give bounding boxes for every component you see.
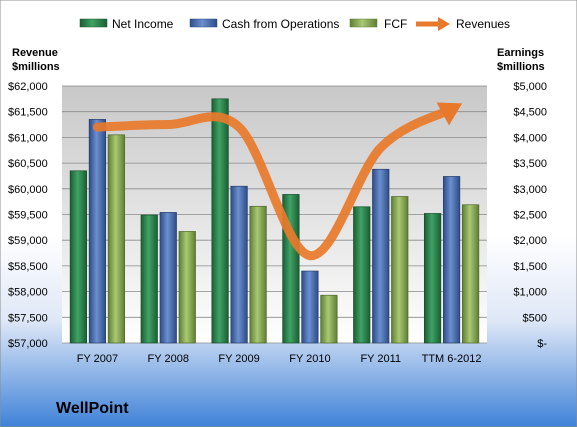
revenue-arrowhead-icon	[436, 102, 463, 126]
legend-item-revenues: Revenues	[416, 17, 510, 31]
legend-label-cash-from-operations: Cash from Operations	[222, 17, 339, 31]
right-tick-label: $4,000	[513, 132, 547, 144]
bar-net-income	[140, 214, 158, 344]
left-tick-label: $57,500	[8, 312, 48, 324]
right-tick-label: $500	[523, 312, 547, 324]
left-tick-label: $62,000	[8, 81, 48, 93]
left-tick-label: $60,000	[8, 184, 48, 196]
x-tick-label: FY 2010	[289, 353, 330, 365]
bar-cash-from-operations	[159, 212, 177, 344]
bar-cash-from-operations	[442, 176, 461, 344]
bars	[69, 98, 480, 344]
left-tick-label: $59,500	[8, 210, 48, 222]
legend-label-net-income: Net Income	[112, 17, 174, 31]
left-tick-label: $58,000	[8, 287, 48, 299]
left-tick-label: $61,500	[8, 107, 48, 119]
bar-fcf	[320, 294, 338, 344]
x-tick-label: TTM 6-2012	[422, 353, 482, 365]
left-tick-label: $60,500	[8, 158, 48, 170]
right-axis-title-line1: Earnings	[497, 47, 544, 59]
right-tick-label: $2,000	[513, 235, 547, 247]
bar-fcf	[461, 204, 480, 344]
left-tick-label: $59,000	[8, 235, 48, 247]
legend: Net Income Cash from Operations FCF Reve…	[79, 17, 510, 31]
right-tick-label: $-	[537, 338, 547, 350]
legend-label-revenues: Revenues	[456, 17, 510, 31]
legend-arrow-icon	[438, 17, 450, 31]
right-tick-label: $1,500	[513, 261, 547, 273]
right-tick-label: $5,000	[513, 81, 547, 93]
left-tick-label: $58,500	[8, 261, 48, 273]
right-tick-label: $4,500	[513, 107, 547, 119]
legend-swatch-net-income	[79, 18, 108, 28]
company-name: WellPoint	[56, 400, 129, 417]
bar-net-income	[211, 98, 229, 344]
left-axis-title-line2: $millions	[12, 61, 60, 73]
bar-cash-from-operations	[230, 185, 248, 344]
bar-fcf	[178, 231, 196, 344]
x-tick-label: FY 2008	[148, 353, 189, 365]
right-tick-label: $3,000	[513, 184, 547, 196]
x-tick-label: FY 2011	[360, 353, 401, 365]
bar-net-income	[423, 213, 442, 344]
right-tick-label: $2,500	[513, 210, 547, 222]
bar-cash-from-operations	[372, 168, 390, 344]
legend-swatch-cash-from-operations	[189, 18, 218, 28]
legend-swatch-fcf	[349, 18, 378, 28]
left-tick-label: $61,000	[8, 132, 48, 144]
bar-net-income	[69, 170, 88, 344]
left-axis-title-line1: Revenue	[12, 47, 58, 59]
left-axis-ticks: $57,000 $57,500 $58,000 $58,500 $59,000 $59,5…	[8, 81, 48, 350]
legend-item-fcf: FCF	[349, 17, 407, 31]
bar-cash-from-operations	[301, 270, 319, 344]
right-axis-title-line2: $millions	[497, 61, 545, 73]
x-axis-ticks: FY 2007 FY 2008 FY 2009 FY 2010 FY 2011 TTM 6…	[77, 353, 482, 365]
bar-cash-from-operations	[88, 119, 107, 344]
legend-item-net-income: Net Income	[79, 17, 174, 31]
bar-fcf	[249, 205, 267, 344]
bar-fcf	[107, 134, 126, 344]
right-tick-label: $1,000	[513, 287, 547, 299]
legend-item-cash-from-operations: Cash from Operations	[189, 17, 339, 31]
revenue-line	[92, 104, 457, 261]
right-axis-ticks: $- $500 $1,000 $1,500 $2,000 $2,500 $3,000 $3,5…	[513, 81, 547, 350]
left-tick-label: $57,000	[8, 338, 48, 350]
legend-label-fcf: FCF	[384, 17, 407, 31]
x-tick-label: FY 2007	[77, 353, 118, 365]
bar-fcf	[391, 196, 409, 344]
revenue-line-group	[92, 102, 463, 261]
x-tick-label: FY 2009	[218, 353, 259, 365]
bar-net-income	[353, 206, 371, 344]
right-tick-label: $3,500	[513, 158, 547, 170]
